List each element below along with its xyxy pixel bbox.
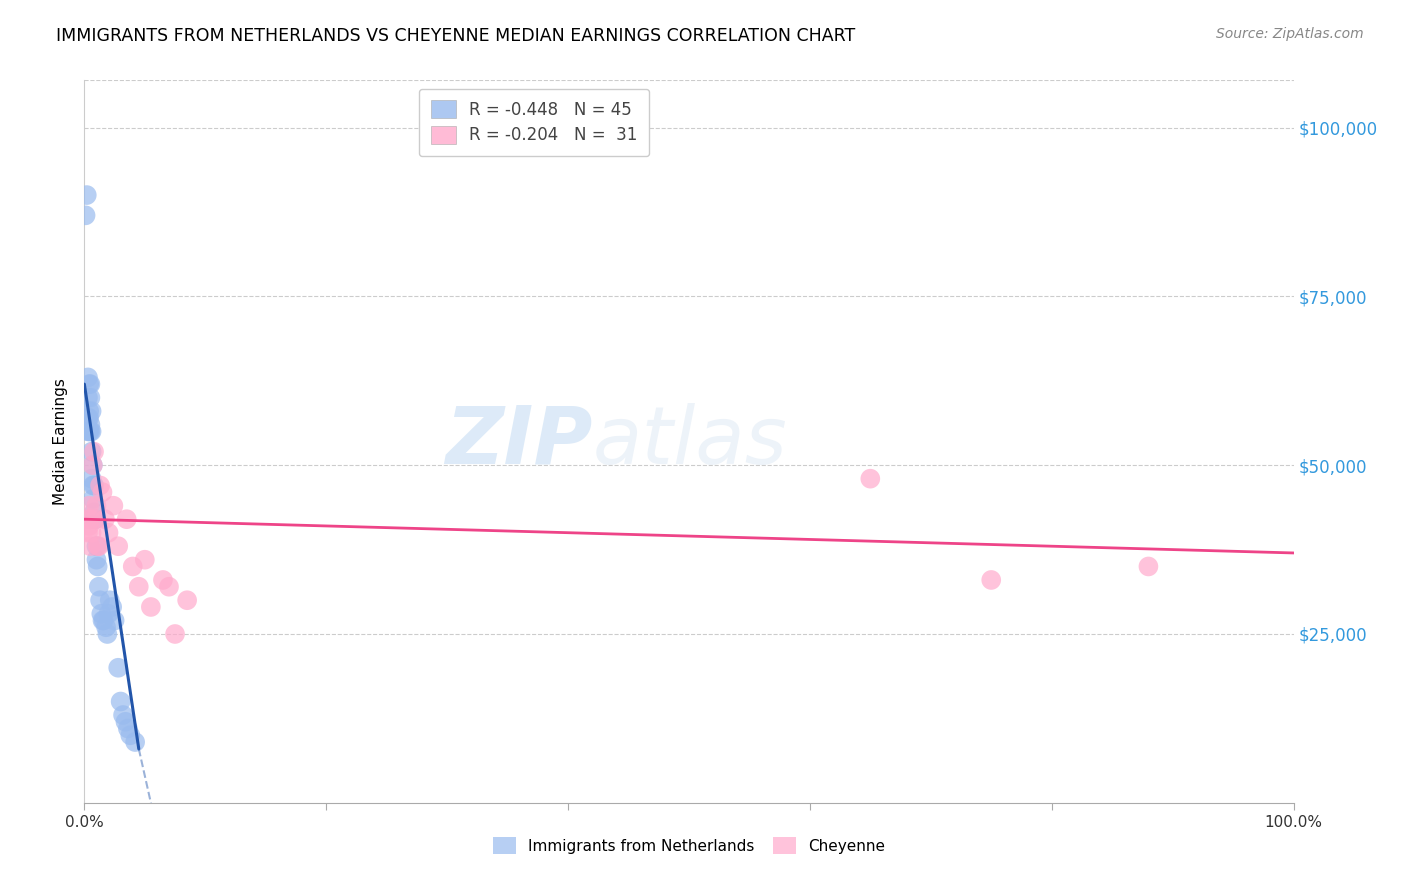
- Point: [96, 627, 118, 641]
- Point: [90, 607, 112, 621]
- Point: [87, 580, 110, 594]
- Point: [97, 607, 120, 621]
- Point: [79, 425, 101, 439]
- Point: [86, 539, 108, 553]
- Point: [77, 391, 100, 405]
- Point: [165, 627, 187, 641]
- Point: [859, 472, 882, 486]
- Point: [110, 694, 132, 708]
- Point: [80, 404, 103, 418]
- Point: [82, 458, 104, 472]
- Point: [80, 425, 103, 439]
- Point: [86, 552, 108, 566]
- Point: [121, 559, 143, 574]
- Point: [79, 417, 101, 432]
- Point: [980, 573, 1002, 587]
- Point: [75, 208, 97, 222]
- Point: [77, 525, 100, 540]
- Point: [107, 539, 129, 553]
- Text: IMMIGRANTS FROM NETHERLANDS VS CHEYENNE MEDIAN EARNINGS CORRELATION CHART: IMMIGRANTS FROM NETHERLANDS VS CHEYENNE …: [56, 27, 855, 45]
- Point: [76, 512, 98, 526]
- Point: [82, 491, 104, 506]
- Point: [117, 722, 139, 736]
- Point: [128, 580, 150, 594]
- Point: [77, 370, 100, 384]
- Point: [84, 512, 107, 526]
- Point: [82, 458, 104, 472]
- Point: [77, 404, 100, 418]
- Point: [112, 708, 135, 723]
- Point: [97, 525, 120, 540]
- Point: [87, 539, 110, 553]
- Point: [139, 599, 162, 614]
- Point: [84, 512, 107, 526]
- Legend: Immigrants from Netherlands, Cheyenne: Immigrants from Netherlands, Cheyenne: [486, 831, 891, 860]
- Point: [91, 485, 114, 500]
- Point: [114, 714, 136, 729]
- Point: [176, 593, 198, 607]
- Point: [104, 614, 127, 628]
- Point: [124, 735, 146, 749]
- Point: [134, 552, 156, 566]
- Point: [77, 425, 100, 439]
- Point: [103, 499, 125, 513]
- Point: [79, 377, 101, 392]
- Y-axis label: Median Earnings: Median Earnings: [53, 378, 69, 505]
- Point: [86, 499, 108, 513]
- Point: [80, 472, 103, 486]
- Point: [89, 478, 111, 492]
- Point: [107, 661, 129, 675]
- Point: [80, 525, 103, 540]
- Point: [77, 519, 100, 533]
- Point: [83, 444, 105, 458]
- Point: [77, 411, 100, 425]
- Text: Source: ZipAtlas.com: Source: ZipAtlas.com: [1216, 27, 1364, 41]
- Point: [79, 512, 101, 526]
- Point: [77, 425, 100, 439]
- Point: [152, 573, 174, 587]
- Point: [120, 728, 142, 742]
- Point: [94, 512, 117, 526]
- Point: [79, 539, 101, 553]
- Point: [83, 478, 105, 492]
- Point: [86, 539, 108, 553]
- Point: [77, 377, 100, 392]
- Point: [91, 614, 114, 628]
- Point: [79, 391, 101, 405]
- Point: [157, 580, 180, 594]
- Point: [76, 188, 98, 202]
- Point: [115, 512, 138, 526]
- Point: [94, 620, 117, 634]
- Point: [83, 505, 105, 519]
- Point: [89, 593, 111, 607]
- Text: ZIP: ZIP: [444, 402, 592, 481]
- Point: [86, 559, 108, 574]
- Point: [77, 411, 100, 425]
- Text: atlas: atlas: [592, 402, 787, 481]
- Point: [98, 593, 121, 607]
- Point: [93, 614, 115, 628]
- Point: [82, 478, 104, 492]
- Point: [80, 444, 103, 458]
- Point: [77, 499, 100, 513]
- Point: [1137, 559, 1160, 574]
- Point: [101, 599, 124, 614]
